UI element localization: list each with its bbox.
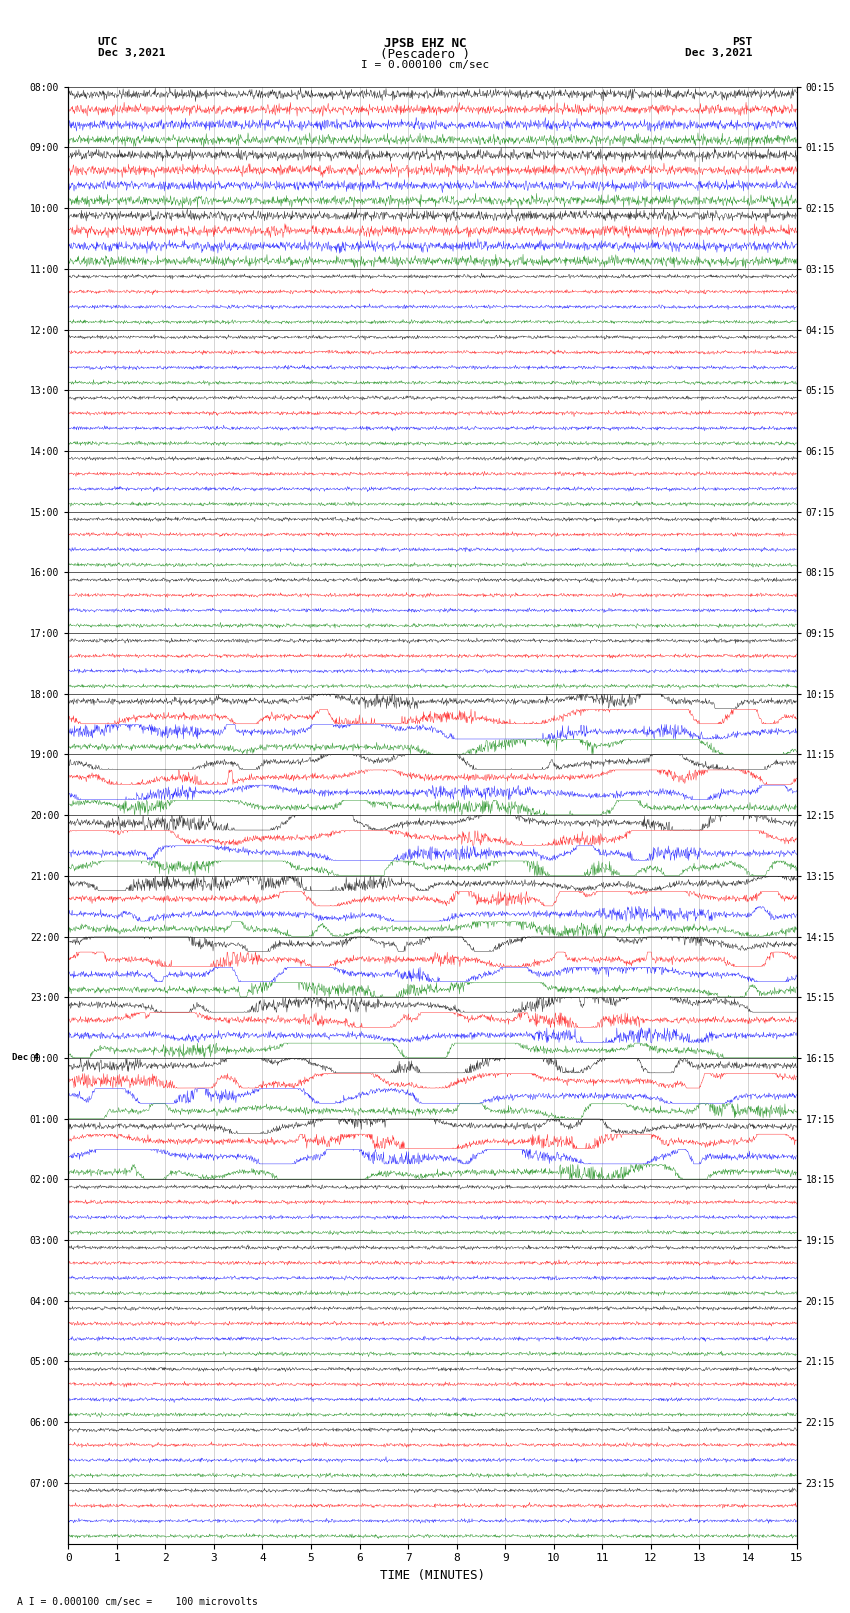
Text: Dec 4: Dec 4 (12, 1053, 39, 1063)
Text: A I = 0.000100 cm/sec =    100 microvolts: A I = 0.000100 cm/sec = 100 microvolts (17, 1597, 258, 1607)
Text: Dec 3,2021: Dec 3,2021 (98, 48, 165, 58)
Text: Dec 3,2021: Dec 3,2021 (685, 48, 752, 58)
Text: UTC: UTC (98, 37, 118, 47)
Text: I = 0.000100 cm/sec: I = 0.000100 cm/sec (361, 60, 489, 69)
Text: (Pescadero ): (Pescadero ) (380, 48, 470, 61)
Text: PST: PST (732, 37, 752, 47)
Text: JPSB EHZ NC: JPSB EHZ NC (383, 37, 467, 50)
X-axis label: TIME (MINUTES): TIME (MINUTES) (380, 1569, 484, 1582)
